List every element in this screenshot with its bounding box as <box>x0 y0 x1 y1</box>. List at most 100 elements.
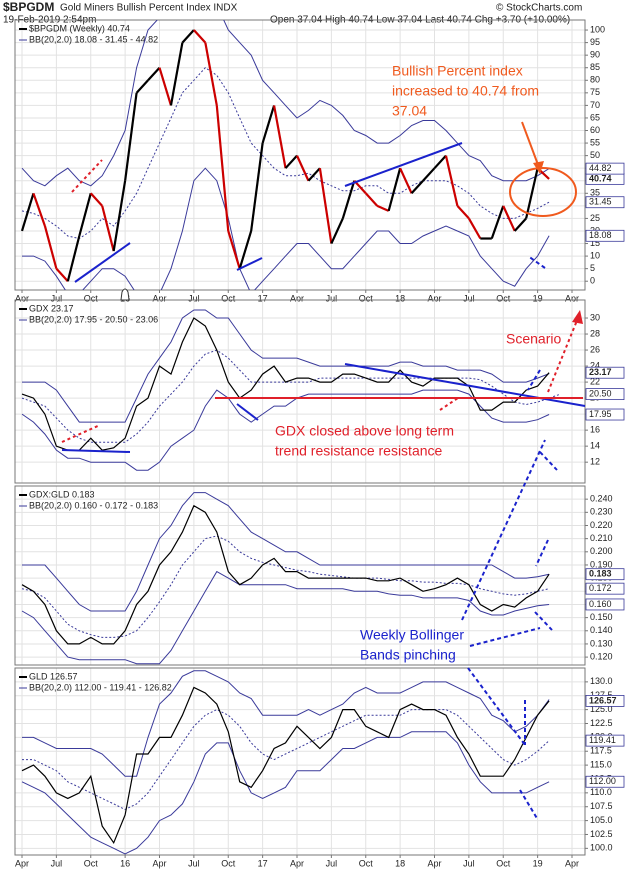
x-tick-label: Oct <box>359 858 374 868</box>
price-segment <box>227 230 241 269</box>
panel-data <box>21 670 550 855</box>
last-value-box <box>585 568 625 581</box>
price-segment <box>295 155 310 182</box>
index-name: Gold Miners Bullish Percent Index INDX <box>60 3 238 14</box>
x-tick-label: Jul <box>326 293 338 303</box>
band-line <box>21 731 550 855</box>
y-tick-label: 130.0 <box>590 676 613 686</box>
y-tick-label: 28 <box>590 328 600 338</box>
y-tick-label: 0.190 <box>590 559 613 569</box>
last-value-box <box>585 695 625 707</box>
arrow <box>469 627 541 647</box>
price-segment <box>135 79 149 94</box>
x-tick-label: Jul <box>51 293 63 303</box>
annotation: 37.04 <box>392 103 427 119</box>
x-tick-label: Jul <box>326 858 338 868</box>
last-value-label: 20.50 <box>589 388 612 398</box>
x-tick-label: Jul <box>463 858 475 868</box>
price-segment <box>284 154 298 169</box>
x-tick-label: Apr <box>15 293 29 303</box>
arrow <box>467 667 526 746</box>
x-tick-label: 19 <box>533 293 543 303</box>
y-tick-label: 90 <box>590 50 600 60</box>
band-line <box>21 570 550 665</box>
x-tick-label: Apr <box>427 293 441 303</box>
last-value-label: 119.41 <box>589 735 616 745</box>
price-line <box>21 504 550 645</box>
band-line <box>21 349 561 443</box>
panel-frame <box>14 485 586 666</box>
arrow <box>527 369 541 391</box>
y-tick-label: 60 <box>590 125 600 135</box>
arrow <box>519 789 539 821</box>
y-tick-label: 107.5 <box>590 801 613 811</box>
last-value-box <box>585 775 625 788</box>
x-tick-label: Jul <box>463 293 475 303</box>
legend-entry: GLD 126.57 <box>29 671 78 681</box>
panel-data <box>21 492 550 665</box>
price-segment <box>433 154 447 169</box>
price-segment <box>490 205 505 239</box>
x-tick-label: Apr <box>15 858 29 868</box>
price-segment <box>193 29 207 44</box>
price-segment <box>387 167 402 212</box>
price-segment <box>250 142 264 232</box>
price-segment <box>215 105 230 232</box>
x-tick-label: Apr <box>290 858 304 868</box>
x-tick-label: Apr <box>152 293 166 303</box>
price-segment <box>330 217 344 244</box>
y-tick-label: 65 <box>590 112 600 122</box>
trend-line <box>71 159 103 193</box>
price-segment <box>422 167 436 182</box>
x-tick-label: 19 <box>533 858 543 868</box>
price-segment <box>410 180 424 195</box>
y-tick-label: 75 <box>590 87 600 97</box>
price-segment <box>181 29 195 44</box>
last-value-box <box>585 598 625 611</box>
y-tick-label: 14 <box>590 441 600 451</box>
source: © StockCharts.com <box>496 3 582 14</box>
price-segment <box>399 167 413 194</box>
y-tick-label: 125.0 <box>590 704 613 714</box>
arrow-head <box>533 161 544 174</box>
arrow-head <box>572 310 583 324</box>
x-tick-label: 17 <box>258 858 268 868</box>
price-segment <box>55 267 69 282</box>
price-segment <box>261 105 276 144</box>
price-segment <box>376 204 390 212</box>
price-segment <box>273 105 287 169</box>
price-segment <box>467 217 482 240</box>
x-tick-label: Jul <box>51 858 63 868</box>
y-tick-label: 102.5 <box>590 829 613 839</box>
legend-entry: BB(20,2.0) 18.08 - 31.45 - 44.82 <box>29 34 158 44</box>
y-tick-label: 80 <box>590 75 600 85</box>
x-tick-label: 18 <box>395 858 405 868</box>
annotation: Weekly Bollinger <box>360 627 464 643</box>
price-segment <box>158 67 173 106</box>
last-value-box <box>585 162 625 175</box>
price-segment <box>238 230 253 269</box>
y-tick-label: 12 <box>590 457 600 467</box>
y-tick-label: 122.5 <box>590 718 613 728</box>
price-segment <box>147 66 161 82</box>
y-tick-label: 0.240 <box>590 494 613 504</box>
highlight-ellipse <box>509 167 577 217</box>
trend-line <box>61 449 131 453</box>
decorations <box>61 121 586 821</box>
y-tick-label: 117.5 <box>590 746 612 756</box>
y-tick-label: 100 <box>590 24 605 34</box>
panel-frame <box>14 299 586 484</box>
y-tick-label: 0.230 <box>590 507 613 517</box>
price-segment <box>66 235 81 282</box>
legend-entry: $BPGDM (Weekly) 40.74 <box>29 23 130 33</box>
x-tick-label: Apr <box>427 858 441 868</box>
x-tick-label: Jul <box>188 293 200 303</box>
price-segment <box>456 205 470 220</box>
last-value-box <box>585 229 625 242</box>
data-layer <box>20 20 561 855</box>
price-segment <box>204 42 218 106</box>
x-tick-label: 18 <box>395 293 405 303</box>
last-value-label: 23.17 <box>589 367 612 377</box>
